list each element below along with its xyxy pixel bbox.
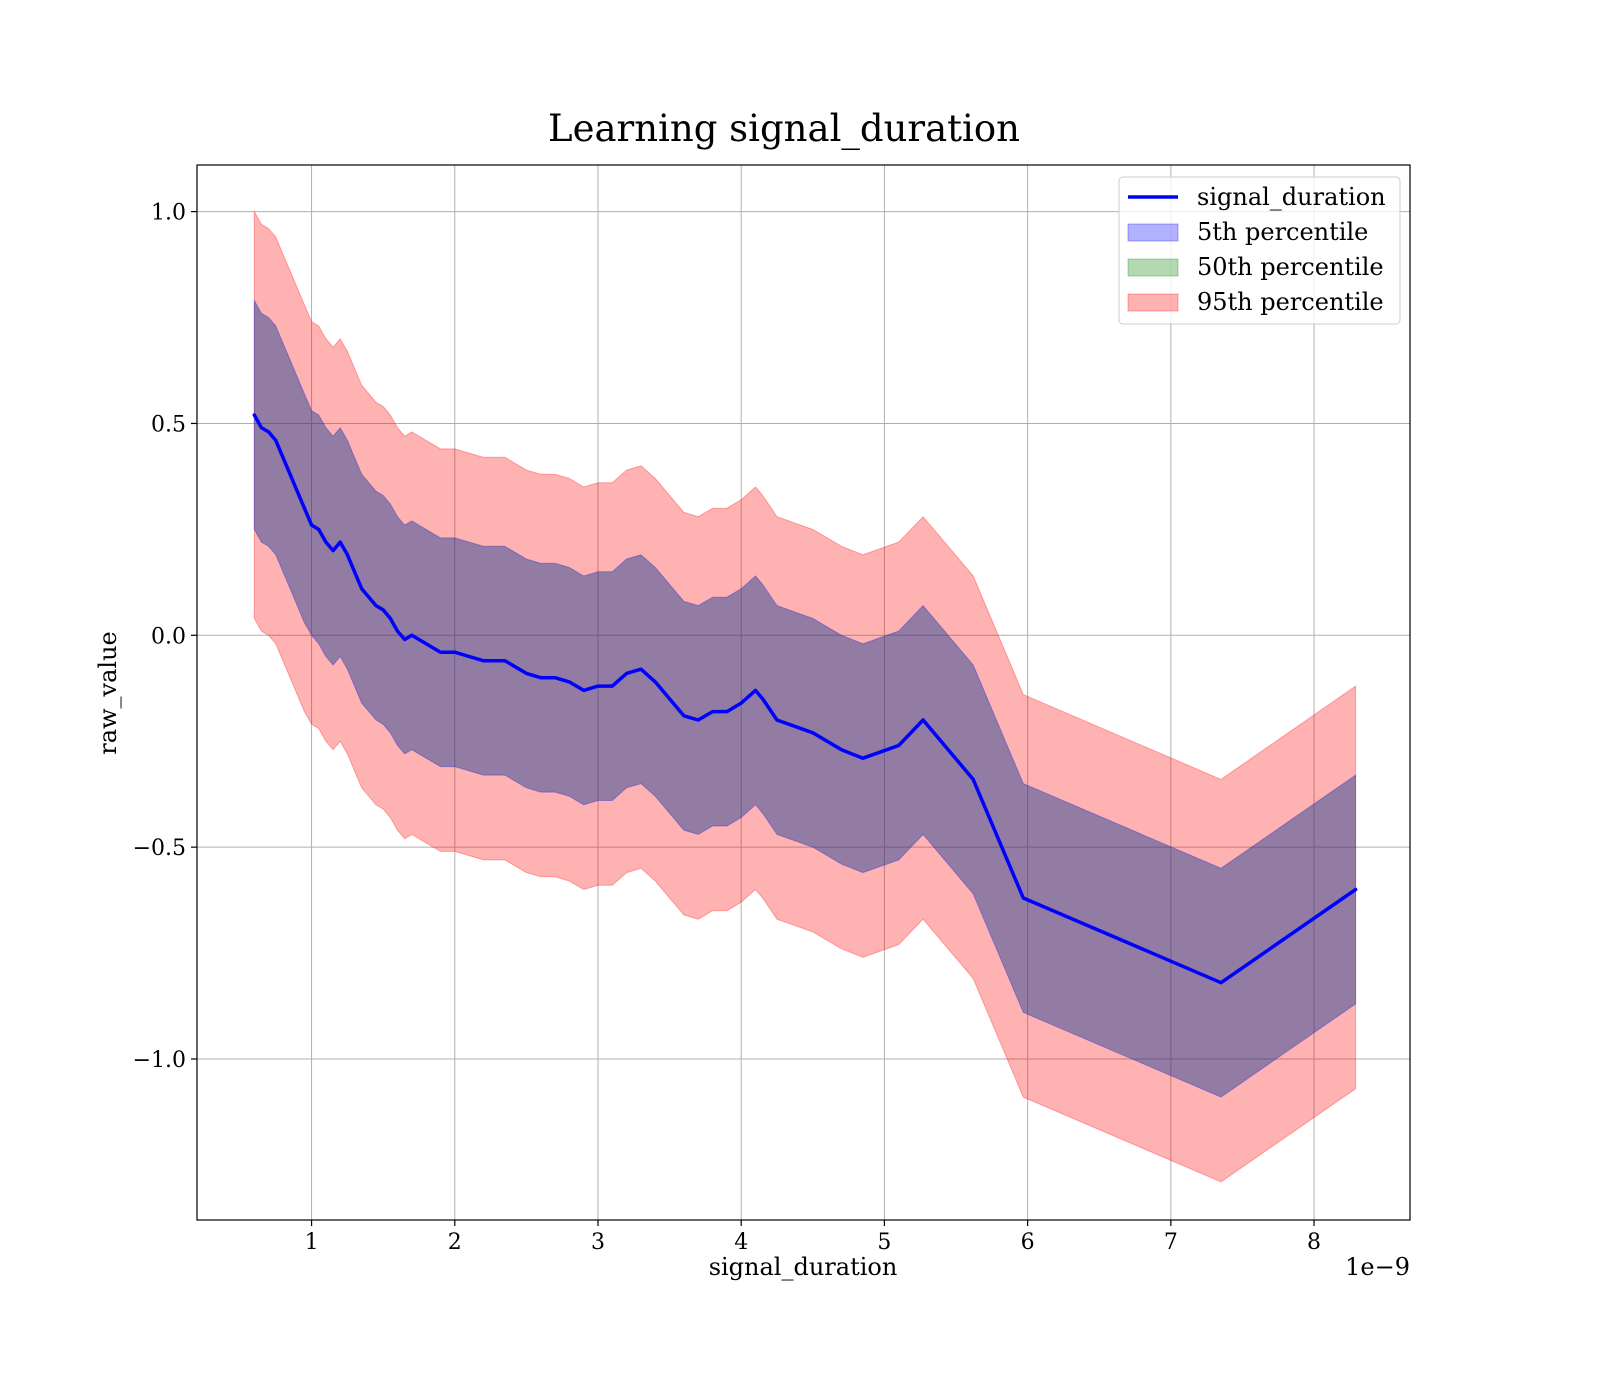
series-lines (252, 413, 1358, 985)
legend-swatch-50th-percentile (1127, 258, 1179, 277)
y-tick-label-4: 1.0 (151, 201, 186, 226)
legend-label-50th-percentile: 50th percentile (1197, 253, 1384, 281)
band-5th-percentile (253, 298, 1357, 1098)
legend-label-signal-duration: signal_duration (1197, 183, 1386, 211)
x-tick-label-1: 2 (448, 1230, 462, 1255)
y-axis-ticks: −1.0 −0.5 0.0 0.5 1.0 (133, 201, 197, 1073)
legend-label-95th-percentile: 95th percentile (1197, 288, 1384, 316)
legend-swatch-5th-percentile (1127, 223, 1179, 242)
legend-swatch-95th-percentile (1127, 293, 1179, 312)
y-tick-label-1: −0.5 (133, 836, 186, 861)
x-tick-label-2: 3 (591, 1230, 605, 1255)
x-axis-offset-label: 1e−9 (1345, 1253, 1410, 1281)
band-95th-percentile (253, 209, 1357, 1183)
chart-title: Learning signal_duration (548, 107, 1020, 151)
x-tick-label-7: 8 (1307, 1230, 1321, 1255)
legend-frame (1118, 176, 1401, 325)
x-tick-label-5: 6 (1021, 1230, 1035, 1255)
x-tick-label-6: 7 (1164, 1230, 1178, 1255)
legend-label-5th-percentile: 5th percentile (1197, 218, 1368, 246)
legend: signal_duration 5th percentile 50th percen… (1118, 176, 1401, 325)
x-tick-label-3: 4 (734, 1230, 748, 1255)
plot-frame (196, 164, 1411, 1221)
x-axis-label: signal_duration (709, 1253, 898, 1281)
x-tick-label-0: 1 (305, 1230, 319, 1255)
series-line-signal-duration (252, 413, 1358, 985)
y-axis-label: raw_value (94, 631, 122, 755)
y-tick-label-2: 0.0 (151, 624, 186, 649)
y-tick-label-0: −1.0 (133, 1048, 186, 1073)
band-50th-percentile (254, 300, 1356, 1098)
x-tick-label-4: 5 (877, 1230, 891, 1255)
x-axis-ticks: 1 2 3 4 5 6 7 8 (305, 1220, 1321, 1255)
y-tick-label-3: 0.5 (151, 412, 186, 437)
percentile-bands (253, 209, 1357, 1183)
